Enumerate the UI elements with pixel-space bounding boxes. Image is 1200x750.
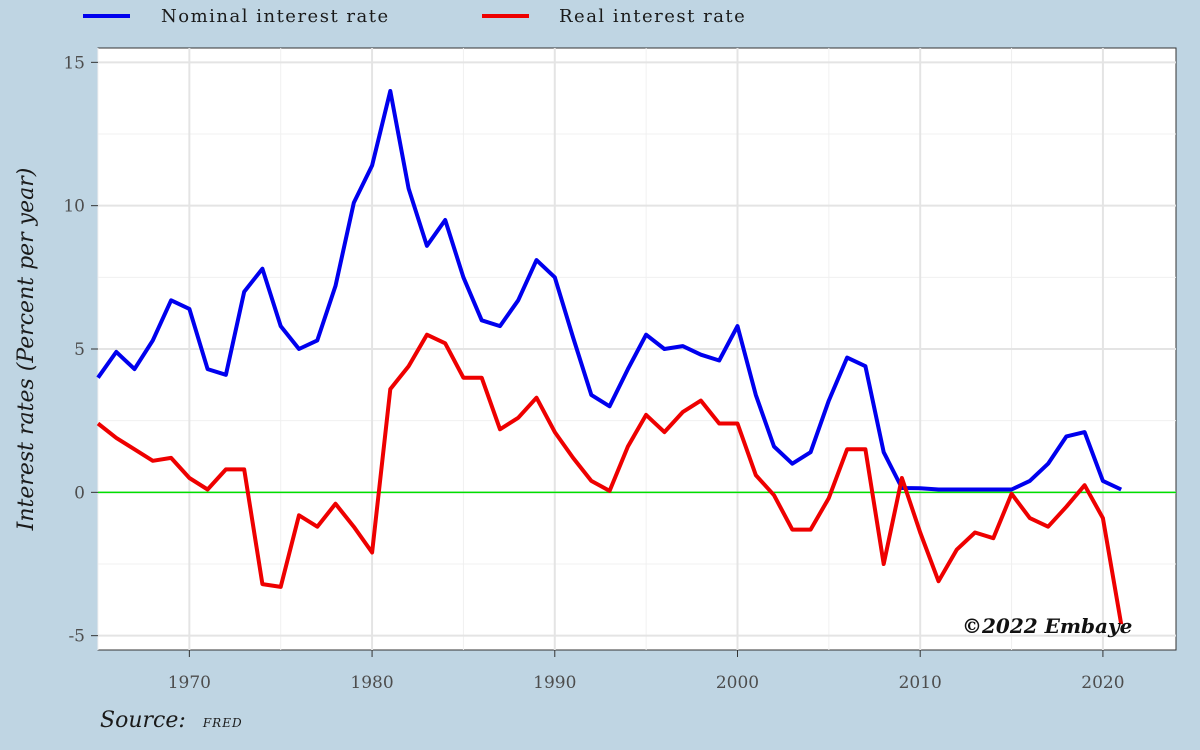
y-tick-label: -5 (68, 627, 85, 647)
legend: Nominal interest rate Real interest rate (83, 6, 746, 27)
y-axis: -5 0 5 10 15 (63, 53, 98, 647)
x-tick-label: 2010 (899, 673, 942, 693)
x-tick-label: 1980 (350, 673, 393, 693)
x-axis: 1970 1980 1990 2000 2010 2020 (168, 650, 1125, 693)
x-tick-label: 1970 (168, 673, 211, 693)
y-tick-label: 0 (74, 483, 85, 503)
series-group (96, 89, 1124, 625)
series-line-real (96, 332, 1124, 625)
y-tick-label: 10 (63, 197, 85, 217)
grid (97, 48, 1176, 650)
series-line-nominal (96, 89, 1123, 492)
source-caption: Source: FRED (100, 708, 243, 733)
x-tick-label: 2000 (716, 673, 759, 693)
legend-label-nominal: Nominal interest rate (161, 6, 390, 27)
y-tick-label: 15 (63, 53, 85, 73)
source-label: Source: (100, 708, 186, 733)
y-axis-label: Interest rates (Percent per year) (14, 168, 39, 532)
y-tick-label: 5 (74, 340, 85, 360)
legend-label-real: Real interest rate (559, 6, 746, 27)
source-name: FRED (202, 716, 243, 730)
copyright-watermark: ©2022 Embaye (962, 614, 1132, 638)
x-tick-label: 2020 (1081, 673, 1124, 693)
x-tick-label: 1990 (533, 673, 576, 693)
